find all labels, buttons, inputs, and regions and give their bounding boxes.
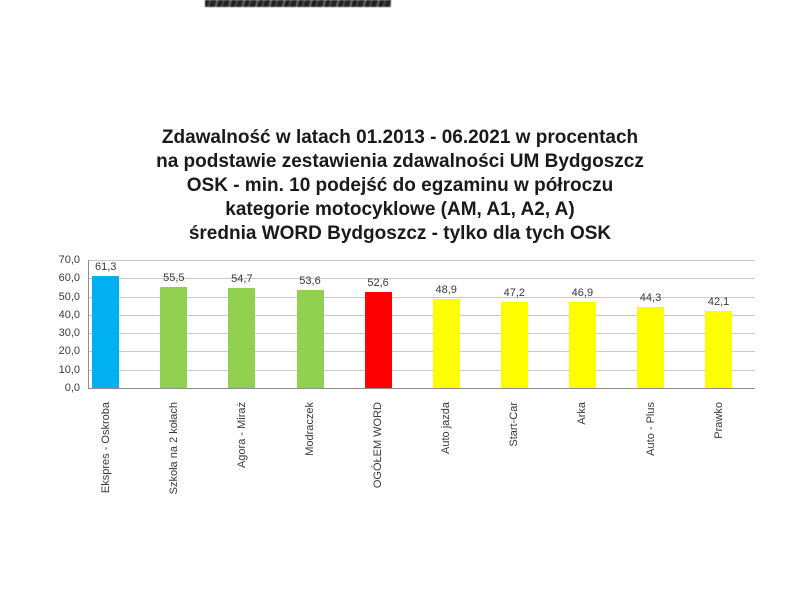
bar xyxy=(92,275,120,388)
y-tick-label: 50,0 xyxy=(58,291,80,303)
category-label-text: Ekspres - Oskroba xyxy=(99,402,112,494)
category-label-text: Agora - Miraż xyxy=(235,402,248,469)
bar xyxy=(228,287,256,388)
chart-title-line: OSK - min. 10 podejść do egzaminu w półr… xyxy=(186,175,614,196)
y-tick-label: 20,0 xyxy=(58,345,80,357)
chart-title-line: na podstawie zestawienia zdawalności UM … xyxy=(156,151,644,172)
gridline xyxy=(88,315,755,316)
category-label-text: Prawko xyxy=(712,402,725,439)
gridline xyxy=(88,351,755,352)
chart-title-line: kategorie motocyklowe (AM, A1, A2, A) xyxy=(225,199,575,220)
y-tick-label: 0,0 xyxy=(64,382,80,394)
bar-value-label: 61,3 xyxy=(94,260,117,273)
chart-title-line: średnia WORD Bydgoszcz - tylko dla tych … xyxy=(188,223,612,244)
bar-value-label: 46,9 xyxy=(571,287,594,300)
gridline xyxy=(88,260,755,261)
bar xyxy=(160,286,188,388)
category-label-text: Auto jazda xyxy=(440,402,453,454)
bar-value-label: 44,3 xyxy=(639,291,662,304)
gridline xyxy=(88,297,755,298)
bar-value-label: 55,5 xyxy=(163,271,185,284)
bar xyxy=(637,306,664,388)
gridline xyxy=(88,370,755,371)
y-axis-line xyxy=(88,260,89,388)
bar xyxy=(364,291,392,388)
bar-value-label: 48,9 xyxy=(435,283,457,296)
y-tick-label: 60,0 xyxy=(58,272,80,284)
bar-value-label: 42,1 xyxy=(707,296,730,309)
y-tick-label: 10,0 xyxy=(58,364,80,376)
bar xyxy=(296,289,324,388)
category-label-text: OGÓŁEM WORD xyxy=(372,402,385,489)
x-axis-line xyxy=(88,388,755,389)
category-label-text: Auto - Plus xyxy=(644,402,657,456)
chart-title: Zdawalność w latach 01.2013 - 06.2021 w … xyxy=(0,126,800,246)
bar xyxy=(705,311,733,388)
bar-value-label: 54,7 xyxy=(231,272,253,285)
y-tick-label: 40,0 xyxy=(58,309,80,321)
gridline xyxy=(88,278,755,279)
chart-title-line: Zdawalność w latach 01.2013 - 06.2021 w … xyxy=(161,127,639,148)
category-label-text: Modraczek xyxy=(304,402,316,456)
bar xyxy=(500,301,528,388)
bar xyxy=(432,298,460,388)
y-tick-label: 70,0 xyxy=(58,254,80,266)
category-label-text: Szkoła na 2 kołach xyxy=(167,402,180,495)
y-tick-label: 30,0 xyxy=(58,327,80,339)
category-label-text: Arka xyxy=(576,402,589,425)
bar-value-label: 47,2 xyxy=(503,286,525,299)
bar-value-label: 52,6 xyxy=(367,276,389,289)
cropped-text-artifact xyxy=(205,0,391,7)
category-label-text: Start-Car xyxy=(508,402,521,447)
gridline xyxy=(88,333,755,334)
bar xyxy=(568,302,596,388)
bar-value-label: 53,6 xyxy=(299,274,321,287)
